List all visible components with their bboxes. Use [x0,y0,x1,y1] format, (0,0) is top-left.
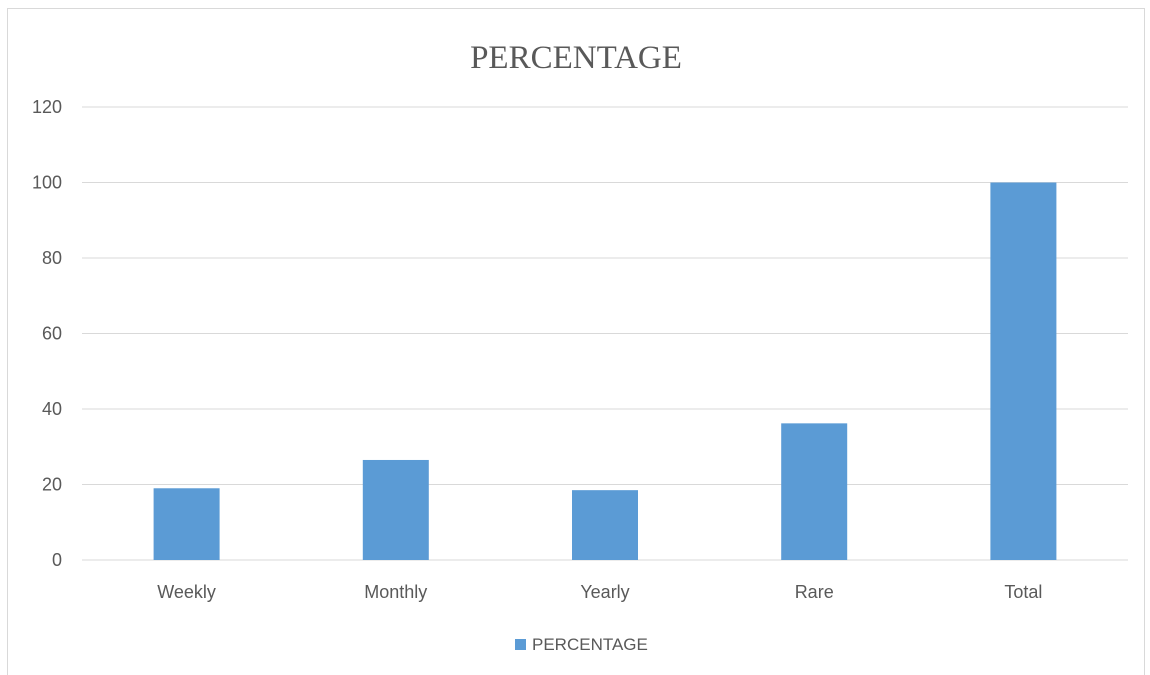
y-tick-label: 20 [42,475,62,495]
x-tick-label: Rare [795,582,834,602]
chart-title: PERCENTAGE [470,40,682,76]
legend-label: PERCENTAGE [532,635,648,654]
y-tick-label: 40 [42,399,62,419]
y-tick-label: 0 [52,550,62,570]
legend-swatch [515,639,526,650]
chart-frame [7,8,1145,675]
x-tick-label: Yearly [580,582,629,602]
bar-yearly [572,490,638,560]
x-tick-label: Weekly [157,582,216,602]
legend: PERCENTAGE [515,635,648,654]
bars [153,182,1057,560]
x-axis: Weekly Monthly Yearly Rare Total [157,582,1042,602]
bar-monthly [362,459,429,560]
y-tick-label: 100 [32,173,62,193]
bar-rare [781,423,848,560]
y-tick-label: 80 [42,248,62,268]
bar-weekly [153,488,220,560]
y-axis: 0 20 40 60 80 100 120 [32,97,62,570]
bar-total [990,182,1057,560]
y-tick-label: 120 [32,97,62,117]
x-tick-label: Total [1004,582,1042,602]
x-tick-label: Monthly [364,582,427,602]
y-tick-label: 60 [42,324,62,344]
